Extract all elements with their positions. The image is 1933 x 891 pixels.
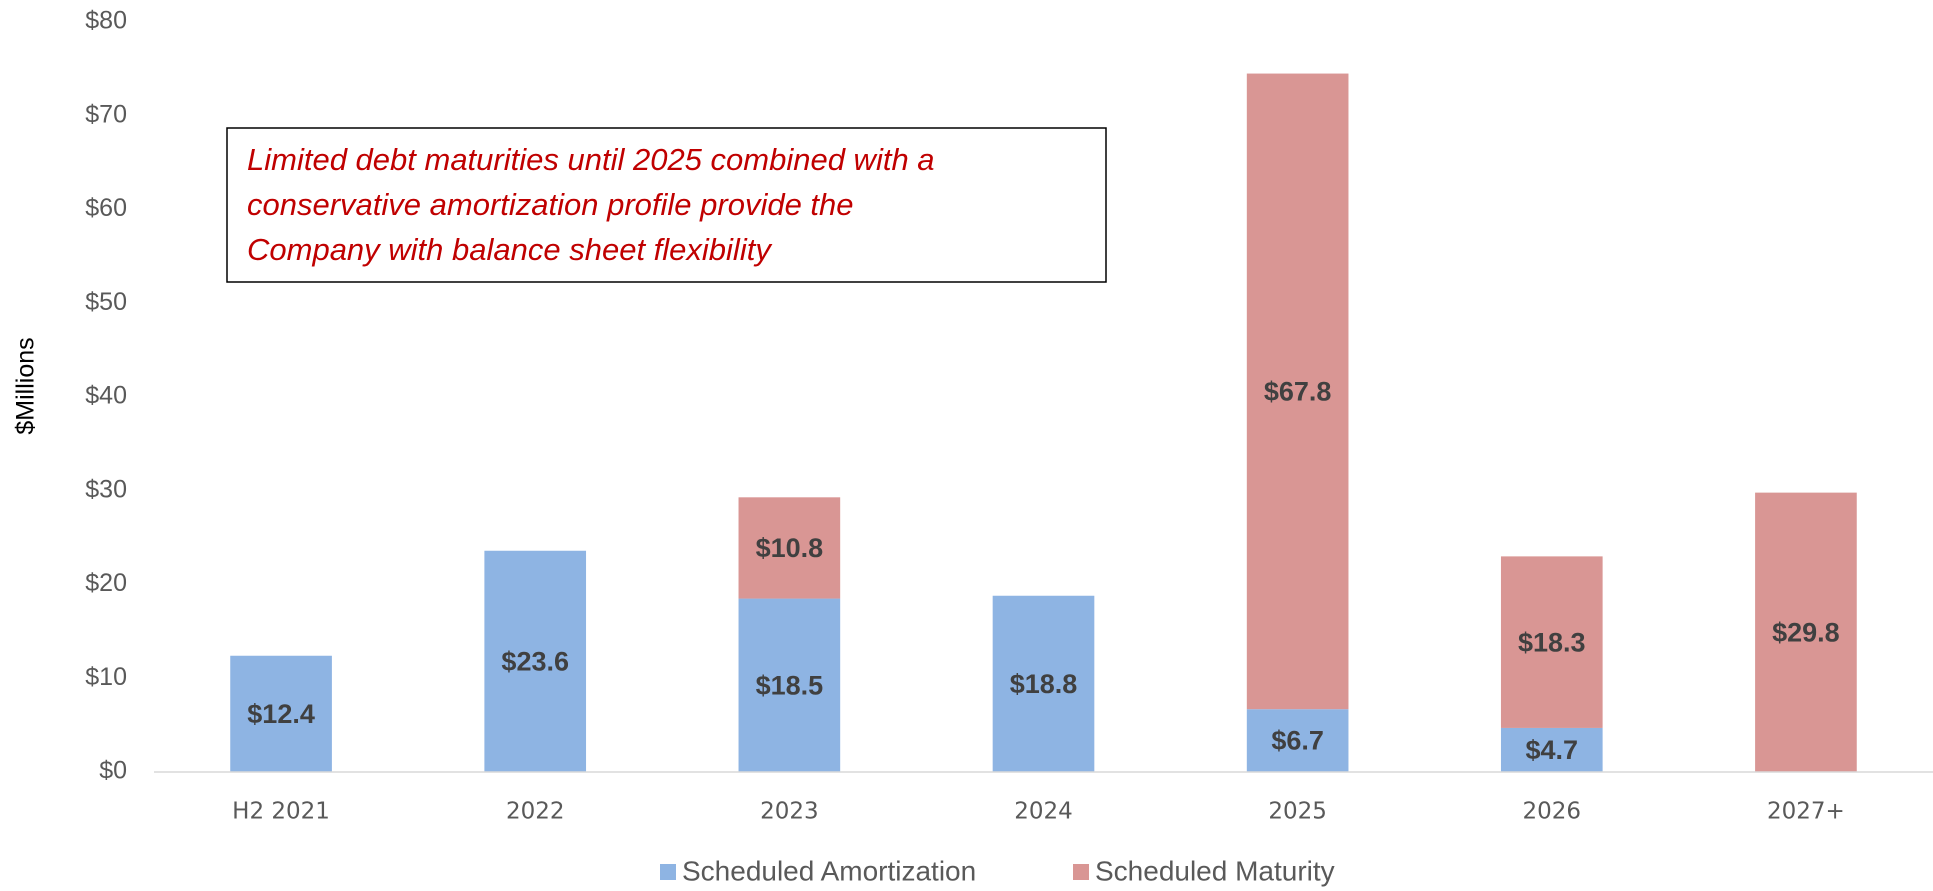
bar-segment — [1500, 727, 1603, 772]
y-tick-label: $20 — [85, 569, 127, 597]
bar-segment — [1755, 492, 1857, 772]
legend-label: Scheduled Maturity — [1095, 855, 1335, 886]
annotation-line: Company with balance sheet flexibility — [247, 232, 773, 267]
data-label: $12.4 — [247, 699, 315, 729]
data-label: $18.3 — [1518, 627, 1586, 657]
data-label: $18.8 — [1010, 669, 1078, 699]
data-label: $6.7 — [1271, 726, 1324, 756]
y-tick-label: $30 — [85, 475, 127, 503]
x-tick-label: H2 2021 — [232, 799, 330, 825]
y-tick-label: $40 — [85, 382, 127, 410]
bar-segment — [992, 595, 1095, 772]
x-tick-label: 2025 — [1268, 799, 1327, 825]
data-label: $67.8 — [1264, 377, 1332, 407]
x-tick-label: 2027+ — [1767, 799, 1845, 825]
annotation-box — [226, 127, 1107, 283]
data-label: $10.8 — [756, 533, 824, 563]
y-tick-label: $0 — [99, 757, 127, 785]
legend-swatch — [660, 864, 676, 880]
y-tick-label: $80 — [85, 7, 127, 35]
legend-label: Scheduled Amortization — [682, 855, 976, 886]
bar-segment — [230, 655, 332, 772]
data-label: $18.5 — [756, 670, 824, 700]
data-label: $23.6 — [501, 647, 569, 677]
annotation-line: Limited debt maturities until 2025 combi… — [247, 142, 935, 177]
y-axis-label: $Millions — [12, 337, 40, 434]
x-tick-label: 2023 — [760, 799, 819, 825]
x-tick-label: 2024 — [1014, 799, 1073, 825]
x-tick-label: 2022 — [506, 799, 565, 825]
annotation-line: conservative amortization profile provid… — [247, 187, 854, 222]
data-label: $4.7 — [1526, 735, 1579, 765]
bar-segment — [1500, 556, 1603, 728]
x-tick-label: 2026 — [1523, 799, 1582, 825]
data-label: $29.8 — [1772, 617, 1840, 647]
bar-segment — [1246, 709, 1349, 772]
y-tick-label: $70 — [85, 100, 127, 128]
y-tick-label: $50 — [85, 288, 127, 316]
y-tick-label: $10 — [85, 663, 127, 691]
bar-segment — [484, 550, 587, 772]
bar-segment — [738, 497, 841, 599]
legend-swatch — [1073, 864, 1089, 880]
y-tick-label: $60 — [85, 194, 127, 222]
bar-segment — [738, 598, 841, 772]
bar-segment — [1246, 73, 1349, 710]
